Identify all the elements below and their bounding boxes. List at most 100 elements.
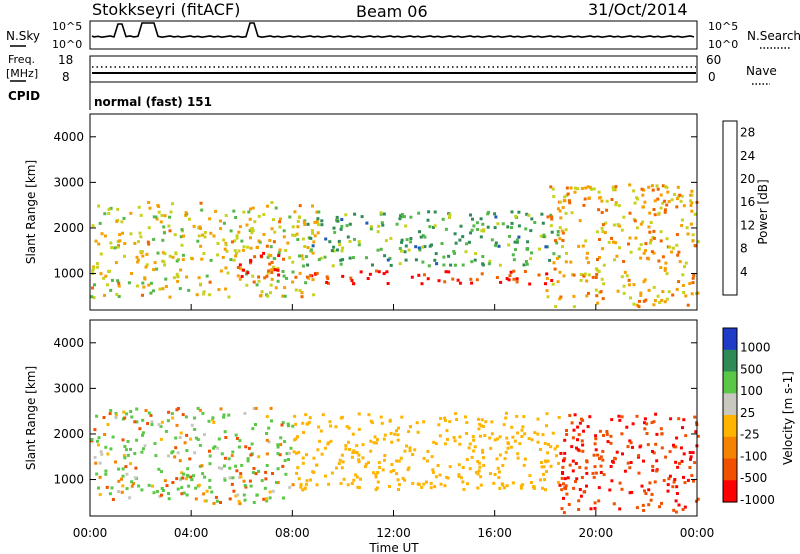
velocity-cell [122, 410, 126, 414]
velocity-cell [175, 477, 179, 481]
velocity-cell [519, 486, 523, 490]
power-cell [233, 249, 237, 253]
velocity-cell [395, 459, 398, 463]
velocity-cell [97, 443, 100, 447]
velocity-cell [466, 482, 469, 486]
velocity-cell [380, 421, 384, 425]
power-cell [600, 199, 604, 203]
velocity-cell [152, 491, 156, 495]
velocity-cell [120, 490, 124, 494]
velocity-cell [376, 480, 380, 484]
power-cell [459, 224, 463, 228]
power-cell [200, 257, 204, 261]
power-cell [616, 223, 620, 227]
power-cell [281, 294, 285, 298]
velocity-cell [493, 473, 497, 476]
power-cell [320, 219, 324, 223]
velocity-cell [180, 471, 184, 475]
power-cell [257, 279, 261, 283]
velocity-cell [278, 453, 282, 457]
velocity-cell [629, 441, 633, 445]
velocity-cell [137, 484, 141, 488]
velocity-cell [291, 424, 295, 428]
power-cell [168, 295, 172, 299]
power-cell [494, 241, 498, 245]
power-cell [677, 280, 681, 284]
power-cell [423, 273, 426, 277]
power-cell [253, 255, 257, 259]
power-cell [663, 210, 667, 214]
velocity-cell [106, 452, 110, 456]
power-cell [294, 288, 298, 292]
power-cell [357, 243, 361, 247]
power-cell [627, 283, 631, 287]
power-cell [461, 263, 465, 267]
freq-panel-frame [89, 55, 698, 83]
power-cell [525, 247, 529, 251]
velocity-cell [462, 487, 466, 491]
y-tick-label: 2000 [53, 427, 84, 441]
power-cell [524, 227, 528, 231]
power-cell [584, 239, 588, 243]
velocity-cell [601, 449, 605, 453]
velocity-cell [493, 438, 497, 442]
power-cell [302, 264, 305, 268]
velocity-cell [536, 432, 540, 436]
colorbar-segment [723, 349, 737, 373]
velocity-cell [434, 475, 438, 479]
power-cell [595, 230, 599, 234]
velocity-cell [397, 488, 400, 491]
power-cell [306, 222, 310, 226]
velocity-cell [236, 437, 239, 440]
velocity-cell [230, 454, 234, 458]
velocity-cell [282, 496, 285, 500]
power-cell [266, 204, 269, 208]
power-cell [597, 270, 601, 273]
power-cell [266, 294, 270, 298]
power-cell [589, 187, 593, 191]
velocity-cell [696, 434, 700, 438]
power-cell [583, 272, 587, 276]
velocity-cell [675, 485, 679, 489]
velocity-cell [396, 433, 400, 437]
velocity-cell [453, 439, 457, 443]
velocity-cell [682, 475, 685, 479]
velocity-cell [232, 489, 236, 493]
velocity-cell [196, 438, 200, 441]
velocity-cell [629, 461, 633, 464]
velocity-cell [248, 479, 252, 483]
power-cell [306, 263, 310, 267]
velocity-cell [286, 422, 290, 426]
power-cell [573, 190, 577, 194]
velocity-cell [597, 499, 601, 503]
power-cell [676, 185, 680, 189]
power-cell [684, 261, 688, 265]
velocity-cell [238, 439, 242, 443]
velocity-cell [400, 415, 404, 419]
power-cell [427, 264, 431, 268]
velocity-cell [576, 448, 580, 452]
velocity-cell [171, 450, 175, 454]
nsearch-label: N.Search [747, 29, 800, 43]
power-cell [680, 194, 684, 198]
power-cell [212, 234, 216, 238]
power-cell [164, 277, 168, 281]
power-cell [640, 187, 644, 191]
power-cell [538, 247, 541, 251]
power-cell [635, 303, 639, 307]
velocity-cell [520, 435, 524, 438]
power-cell [276, 268, 280, 272]
power-cell [341, 246, 345, 250]
power-cell [294, 275, 298, 279]
power-cell [675, 243, 679, 247]
velocity-cell [130, 480, 134, 484]
power-cell [602, 282, 606, 286]
velocity-cell [562, 496, 565, 500]
power-cell [323, 255, 327, 259]
cpid-value: normal (fast) 151 [94, 95, 212, 109]
power-cell [653, 199, 657, 203]
velocity-cell [653, 480, 657, 484]
power-cell [686, 232, 690, 236]
power-cell [550, 215, 554, 219]
velocity-cell [214, 495, 218, 499]
